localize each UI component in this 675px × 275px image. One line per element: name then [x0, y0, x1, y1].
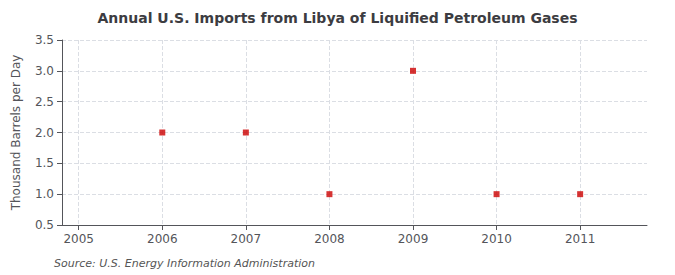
svg-text:1.0: 1.0 — [35, 187, 54, 201]
svg-text:2011: 2011 — [565, 232, 596, 246]
svg-text:2.5: 2.5 — [35, 95, 54, 109]
svg-text:2006: 2006 — [147, 232, 178, 246]
svg-text:3.0: 3.0 — [35, 64, 54, 78]
svg-text:2005: 2005 — [63, 232, 94, 246]
svg-text:2009: 2009 — [398, 232, 429, 246]
svg-text:2.0: 2.0 — [35, 126, 54, 140]
svg-text:2007: 2007 — [231, 232, 262, 246]
svg-text:1.5: 1.5 — [35, 156, 54, 170]
svg-text:Source: U.S. Energy Informatio: Source: U.S. Energy Information Administ… — [54, 257, 315, 270]
svg-text:Thousand Barrels per Day: Thousand Barrels per Day — [9, 55, 23, 212]
svg-text:2010: 2010 — [481, 232, 512, 246]
svg-text:0.5: 0.5 — [35, 218, 54, 232]
svg-text:3.5: 3.5 — [35, 33, 54, 47]
svg-text:Annual U.S. Imports from Libya: Annual U.S. Imports from Libya of Liquif… — [98, 10, 578, 26]
svg-text:2008: 2008 — [314, 232, 345, 246]
